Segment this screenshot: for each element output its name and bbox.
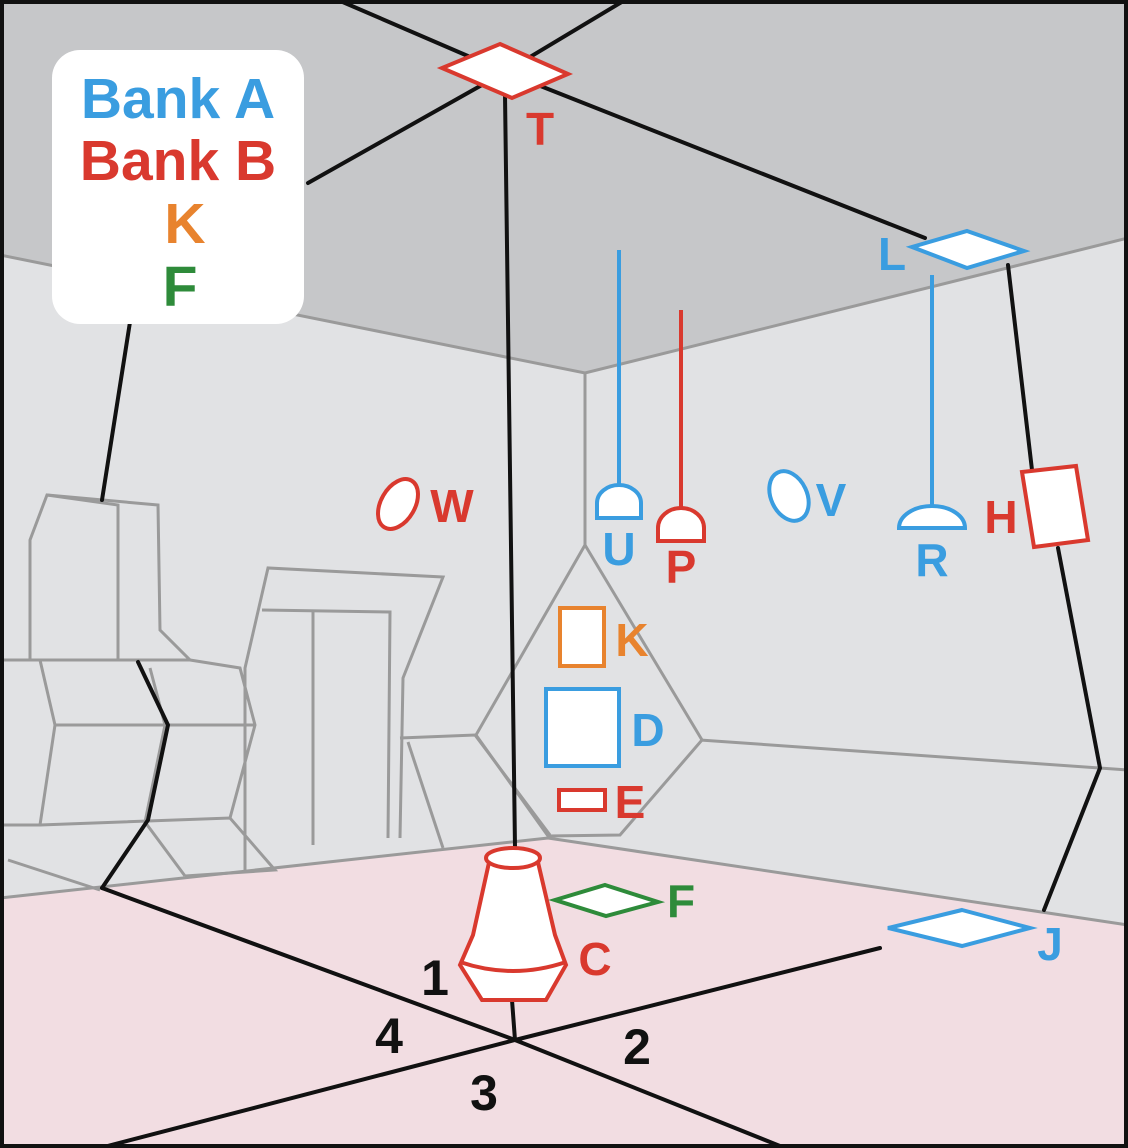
fixture-J-icon [887,907,1038,949]
fixture-K-icon [558,606,606,668]
left-cabinet [0,493,279,892]
fixture-R-icon [896,504,968,530]
legend-box [52,50,304,324]
floor-edge [0,836,1128,927]
label-C: C [578,933,611,985]
label-T: T [526,103,554,155]
label-F: F [667,875,695,927]
label-W: W [430,480,474,532]
bank-b-fixtures [376,41,1091,1002]
right-wall-band [699,738,1128,772]
floor [0,838,1128,1148]
label-U: U [602,523,635,575]
fixture-D-icon [544,687,621,768]
label-J: J [1037,918,1063,970]
label-K: K [615,614,648,666]
legend-f: F [163,255,198,319]
label-P: P [666,541,697,593]
legend-k: K [164,192,205,256]
bank-a-fixtures [544,228,1038,949]
quadrant-4: 4 [375,1008,403,1064]
fixture-P-icon [656,506,706,543]
wall-panel-diamond [474,542,704,838]
fixture-H-icon [1019,463,1091,550]
quadrant-1: 1 [421,950,449,1006]
fixture-T-icon [436,41,574,101]
fixture-U-icon [595,483,643,520]
fixture-W-icon [376,477,420,531]
label-L: L [878,228,906,280]
legend-bank-b: Bank B [80,129,276,193]
label-R: R [915,534,948,586]
fixture-C-icon [457,846,569,1002]
fixture-V-icon [767,469,811,523]
quadrant-3: 3 [470,1065,498,1121]
fixture-L-icon [905,228,1031,271]
label-E: E [615,776,646,828]
fixture-F-icon [548,882,666,919]
label-D: D [631,704,664,756]
fixture-E-icon [557,788,607,812]
quadrant-2: 2 [623,1019,651,1075]
label-H: H [984,491,1017,543]
label-V: V [816,474,847,526]
legend-bank-a: Bank A [81,67,275,131]
